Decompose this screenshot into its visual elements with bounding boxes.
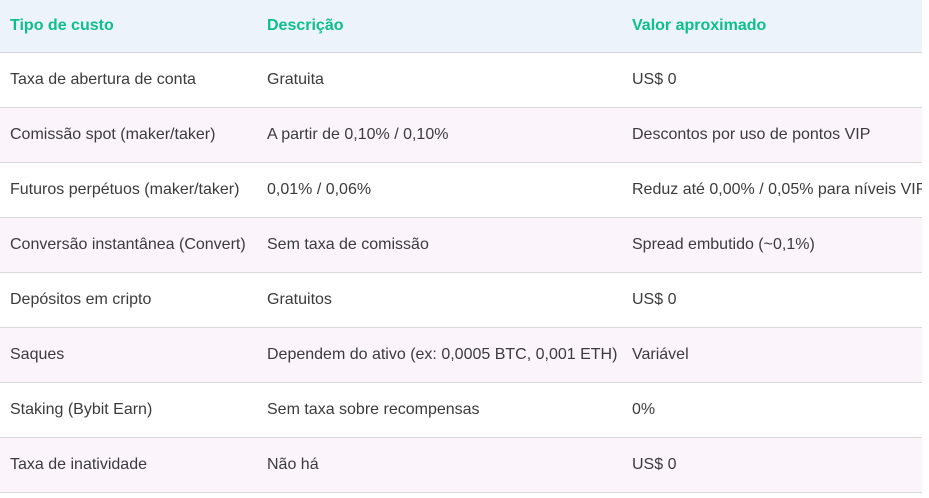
table-row: Taxa de abertura de conta Gratuita US$ 0 (0, 52, 922, 108)
cell-cost-type: Comissão spot (maker/taker) (0, 107, 257, 163)
cell-cost-type: Taxa de inatividade (0, 437, 257, 493)
cell-cost-type: Staking (Bybit Earn) (0, 382, 257, 438)
fee-table-header: Tipo de custo Descrição Valor aproximado (0, 0, 922, 53)
cell-approx-value: Descontos por uso de pontos VIP (622, 107, 922, 163)
table-row: Futuros perpétuos (maker/taker) 0,01% / … (0, 162, 922, 218)
header-row: Tipo de custo Descrição Valor aproximado (0, 0, 922, 53)
cell-description: Sem taxa sobre recompensas (257, 382, 622, 438)
cell-approx-value: US$ 0 (622, 52, 922, 108)
cell-cost-type: Depósitos em cripto (0, 272, 257, 328)
cell-description: Gratuitos (257, 272, 622, 328)
cell-description: A partir de 0,10% / 0,10% (257, 107, 622, 163)
cell-cost-type: Saques (0, 327, 257, 383)
cell-approx-value: 0% (622, 382, 922, 438)
cell-approx-value: Spread embutido (~0,1%) (622, 217, 922, 273)
table-row: Comissão spot (maker/taker) A partir de … (0, 107, 922, 163)
cell-approx-value: Variável (622, 327, 922, 383)
cell-cost-type: Taxa de abertura de conta (0, 52, 257, 108)
cell-approx-value: Reduz até 0,00% / 0,05% para níveis VIP (622, 162, 922, 218)
cell-description: Sem taxa de comissão (257, 217, 622, 273)
table-row: Staking (Bybit Earn) Sem taxa sobre reco… (0, 382, 922, 438)
column-header-valor-aproximado: Valor aproximado (622, 0, 922, 53)
cell-description: Não há (257, 437, 622, 493)
table-row: Depósitos em cripto Gratuitos US$ 0 (0, 272, 922, 328)
table-row: Saques Dependem do ativo (ex: 0,0005 BTC… (0, 327, 922, 383)
cell-cost-type: Conversão instantânea (Convert) (0, 217, 257, 273)
cell-description: Gratuita (257, 52, 622, 108)
fee-table-body: Taxa de abertura de conta Gratuita US$ 0… (0, 52, 922, 493)
cell-approx-value: US$ 0 (622, 437, 922, 493)
cell-cost-type: Futuros perpétuos (maker/taker) (0, 162, 257, 218)
column-header-tipo-de-custo: Tipo de custo (0, 0, 257, 53)
table-row: Conversão instantânea (Convert) Sem taxa… (0, 217, 922, 273)
column-header-descricao: Descrição (257, 0, 622, 53)
cell-description: Dependem do ativo (ex: 0,0005 BTC, 0,001… (257, 327, 622, 383)
cell-description: 0,01% / 0,06% (257, 162, 622, 218)
table-row: Taxa de inatividade Não há US$ 0 (0, 437, 922, 493)
cell-approx-value: US$ 0 (622, 272, 922, 328)
